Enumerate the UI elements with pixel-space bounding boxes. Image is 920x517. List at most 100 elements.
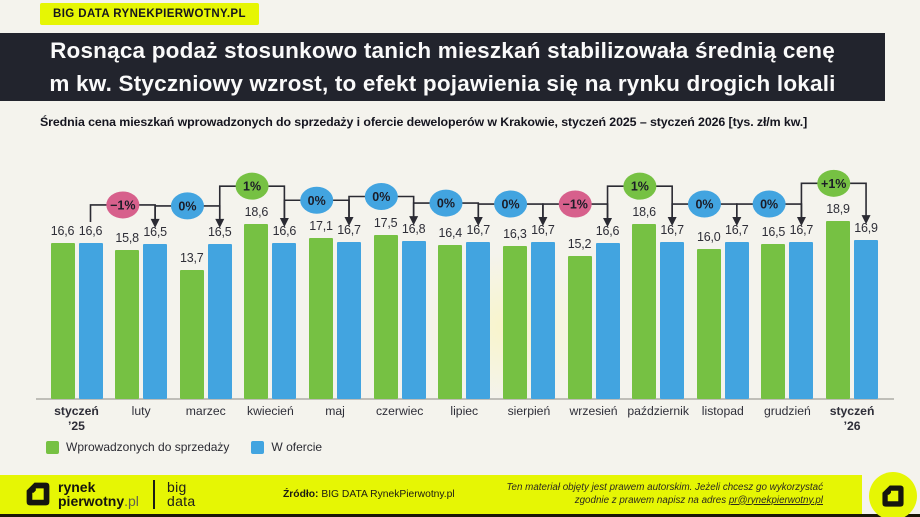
bar-on-offer-1: [143, 243, 168, 399]
change-bubble-5: [364, 183, 398, 210]
headline-line-1: Rosnąca podaż stosunkowo tanich mieszkań…: [50, 38, 835, 63]
value-label-new-supply-7: 16,3: [503, 226, 527, 241]
value-label-on-offer-6: 16,7: [466, 223, 491, 238]
legend-item-new-supply: Wprowadzonych do sprzedaży: [46, 440, 229, 454]
change-bubble-7: [494, 190, 528, 218]
x-axis-label-0: styczeń ’25: [54, 404, 99, 433]
bar-on-offer-6: [466, 242, 491, 399]
change-bubble-4: [300, 186, 334, 214]
legend-label: W ofercie: [271, 440, 323, 454]
x-axis-label-8: wrzesień: [569, 404, 618, 418]
change-bubble-10: [687, 190, 721, 218]
footer-divider: [153, 480, 155, 509]
change-bubble-label: 0%: [502, 198, 520, 212]
bar-new-supply-9: [632, 224, 657, 399]
value-label-on-offer-10: 16,7: [725, 223, 749, 238]
bracket-line-6: [412, 202, 480, 221]
value-label-on-offer-11: 16,7: [789, 223, 814, 238]
bracket-line-2: [154, 205, 221, 223]
value-label-on-offer-12: 16,9: [854, 221, 878, 236]
brand-badge: BIG DATA RYNEKPIERWOTNY.PL: [40, 3, 259, 25]
bar-new-supply-0: [50, 242, 75, 399]
change-bubble-label: −1%: [563, 198, 588, 212]
value-label-on-offer-7: 16,7: [531, 223, 555, 238]
change-bubble-3: [235, 172, 269, 200]
x-axis-label-4: maj: [325, 404, 345, 418]
value-label-new-supply-8: 15,2: [567, 237, 592, 252]
bracket-line-10: [671, 203, 738, 222]
value-label-on-offer-3: 16,6: [272, 223, 297, 238]
bar-on-offer-2: [207, 243, 232, 399]
change-bubble-label: 0%: [437, 197, 455, 211]
x-axis-label-1: luty: [131, 404, 151, 418]
headline-line-2: m kw. Styczniowy wzrost, to efekt pojawi…: [49, 71, 836, 96]
bar-new-supply-1: [115, 250, 140, 399]
change-bubble-label: 0%: [760, 198, 778, 212]
x-axis-label-3: kwiecień: [247, 404, 294, 418]
chart-legend: Wprowadzonych do sprzedaży W ofercie: [46, 440, 322, 454]
value-label-new-supply-11: 16,5: [761, 224, 786, 239]
bar-on-offer-9: [660, 242, 685, 399]
legend-label: Wprowadzonych do sprzedaży: [66, 440, 230, 454]
value-label-new-supply-6: 16,4: [438, 225, 463, 240]
rynekpierwotny-logo-icon: [26, 482, 50, 506]
value-label-on-offer-9: 16,7: [660, 223, 684, 238]
change-bubble-6: [429, 189, 463, 217]
bracket-line-1: [89, 204, 156, 222]
copyright-note: Ten materiał objęty jest prawem autorski…: [506, 482, 823, 506]
change-bubble-label: +1%: [821, 177, 846, 191]
headline-bar: Rosnąca podaż stosunkowo tanich mieszkań…: [0, 33, 885, 101]
change-bubble-8: [558, 190, 592, 218]
legend-item-on-offer: W ofercie: [251, 440, 322, 454]
bar-on-offer-10: [724, 242, 749, 399]
bar-new-supply-12: [826, 221, 851, 399]
value-label-on-offer-1: 16,5: [143, 224, 167, 239]
value-label-on-offer-8: 16,6: [595, 223, 620, 238]
value-label-new-supply-10: 16,0: [697, 229, 721, 244]
change-bubble-label: 0%: [695, 198, 713, 212]
source-note: Źródło: BIG DATA RynekPierwotny.pl: [283, 489, 455, 500]
x-axis-label-2: marzec: [185, 404, 226, 418]
value-label-new-supply-9: 18,6: [632, 205, 656, 220]
brand-word-rynek: rynek: [58, 479, 96, 495]
bar-on-offer-0: [78, 242, 103, 399]
bar-new-supply-4: [309, 238, 334, 399]
bigdata-wordmark: big data: [167, 479, 196, 509]
bar-on-offer-11: [789, 242, 814, 399]
bar-new-supply-7: [502, 245, 527, 399]
value-label-on-offer-2: 16,5: [207, 224, 232, 239]
legend-swatch-green: [46, 440, 59, 454]
change-bubble-label: 0%: [178, 199, 196, 213]
change-bubble-2: [170, 192, 204, 220]
change-bubble-label: 0%: [372, 190, 390, 204]
change-bubble-label: 0%: [308, 194, 326, 208]
x-axis-label-12: styczeń ’26: [829, 404, 875, 433]
value-label-on-offer-5: 16,8: [401, 222, 426, 237]
bar-new-supply-3: [244, 224, 269, 399]
contact-email-link[interactable]: pr@rynekpierwotny.pl: [728, 494, 823, 506]
bar-on-offer-7: [530, 242, 555, 399]
rynekpierwotny-logo-icon: [882, 485, 904, 507]
x-axis-label-10: listopad: [701, 404, 744, 418]
x-axis-label-9: październik: [627, 404, 689, 418]
bar-new-supply-2: [179, 270, 204, 399]
bar-on-offer-5: [401, 241, 426, 399]
bracket-line-8: [542, 203, 609, 222]
value-label-new-supply-4: 17,1: [309, 219, 333, 234]
x-axis-label-6: lipiec: [450, 404, 479, 418]
source-value: BIG DATA RynekPierwotny.pl: [318, 489, 455, 500]
bar-on-offer-8: [595, 242, 620, 399]
footer-bottom-strip: [0, 514, 920, 517]
bar-on-offer-3: [272, 242, 297, 399]
change-bubble-label: 1%: [243, 180, 261, 194]
bar-new-supply-10: [696, 248, 721, 399]
value-label-new-supply-3: 18,6: [244, 205, 269, 220]
legend-swatch-blue: [251, 440, 265, 454]
change-bubble-12: [817, 169, 851, 197]
value-label-new-supply-0: 16,6: [50, 223, 75, 238]
value-label-new-supply-12: 18,9: [826, 202, 850, 217]
bar-new-supply-11: [761, 243, 786, 399]
change-bubble-9: [623, 172, 657, 200]
change-bubble-label: −1%: [110, 198, 135, 212]
change-bubble-label: 1%: [631, 180, 649, 194]
